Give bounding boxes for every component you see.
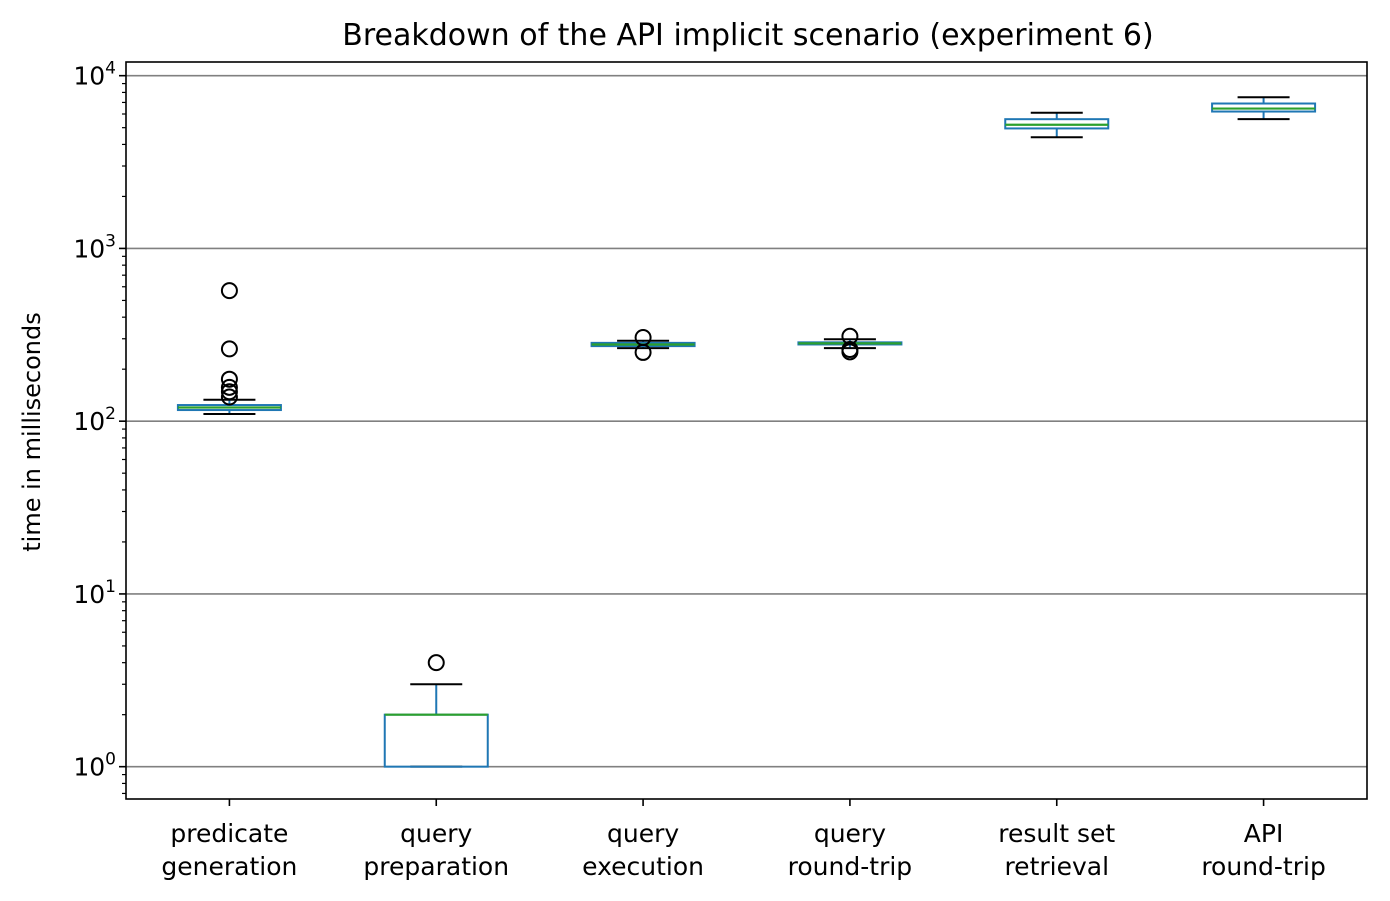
grid-lines (126, 74, 1367, 768)
outlier-point (220, 340, 238, 358)
outlier-point (841, 340, 859, 358)
y-tick-label-exponent: 4 (105, 59, 116, 79)
x-tick-label-line1: query (814, 819, 886, 848)
y-tick-label: 100 (73, 750, 116, 782)
outlier-point (841, 327, 859, 345)
y-tick-label-exponent: 0 (105, 750, 116, 770)
x-tick-label-line1: predicate (170, 819, 288, 848)
x-tick-label-line1: query (400, 819, 472, 848)
y-tick-label: 101 (73, 577, 116, 609)
y-tick-label: 103 (73, 231, 116, 263)
outlier-point (427, 654, 445, 672)
y-axis-label: time in milliseconds (18, 312, 46, 552)
outlier-point (220, 383, 238, 401)
outlier-point (634, 329, 652, 347)
outlier-point (220, 370, 238, 388)
x-tick-label-line2: round-trip (788, 852, 913, 881)
y-tick-label-exponent: 2 (105, 404, 116, 424)
outlier-point (220, 388, 238, 406)
box-plot-6 (1211, 96, 1317, 121)
x-tick-label-line2: preparation (363, 852, 509, 881)
outlier-point (220, 282, 238, 300)
y-tick-label-base: 10 (73, 753, 105, 782)
box-plots (176, 96, 1317, 768)
box-plot-2 (383, 654, 489, 768)
x-tick-label-line2: execution (582, 852, 704, 881)
x-tick-label-line2: round-trip (1201, 852, 1326, 881)
chart-title: Breakdown of the API implicit scenario (… (342, 18, 1153, 53)
y-tick-label: 104 (73, 59, 116, 91)
y-tick-label-exponent: 3 (105, 231, 116, 251)
y-tick-label-base: 10 (73, 407, 105, 436)
y-tick-label: 102 (73, 404, 116, 436)
box-plot-3 (590, 329, 696, 361)
x-tick-label-line2: retrieval (1004, 852, 1109, 881)
outlier-point (220, 378, 238, 396)
y-tick-label-base: 10 (73, 62, 105, 91)
y-tick-label-base: 10 (73, 580, 105, 609)
x-tick-label-line1: API (1244, 819, 1284, 848)
x-tick-label-line2: generation (161, 852, 297, 881)
x-tick-label-line1: query (607, 819, 679, 848)
plot-area-frame (125, 61, 1368, 800)
box-plot-4 (797, 327, 903, 361)
box-plot-1 (176, 282, 282, 416)
y-tick-label-base: 10 (73, 234, 105, 263)
x-axis-ticks: predicate generation query preparation query… (161, 799, 1326, 881)
x-tick-label-line1: result set (998, 819, 1115, 848)
y-tick-label-exponent: 1 (105, 577, 116, 597)
box-plot-5 (1004, 111, 1110, 139)
